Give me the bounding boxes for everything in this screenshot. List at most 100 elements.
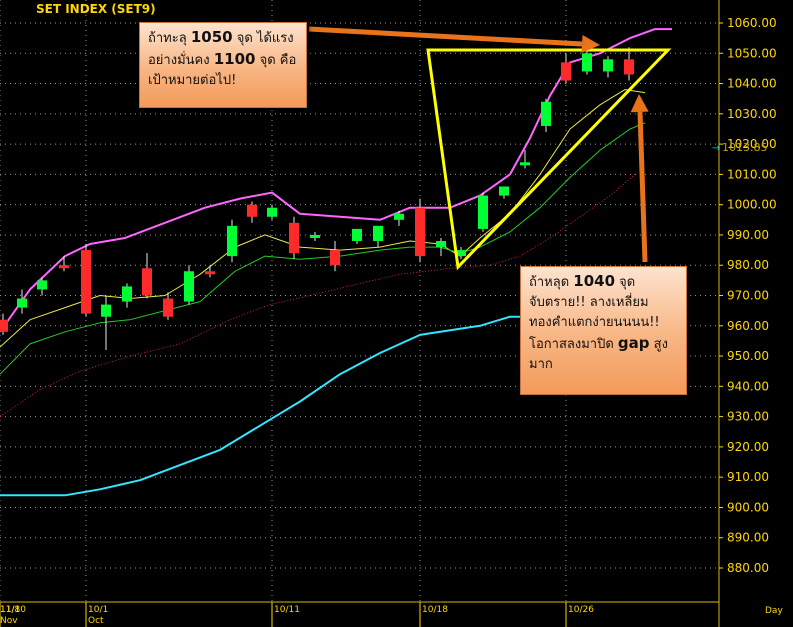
x-tick-label: 11/8 — [0, 605, 20, 615]
candle-down — [561, 62, 571, 81]
lower-annotation-callout: ถ้าหลุด 1040 จุด จับตราย!! ลางเหลี่ยม ทอ… — [520, 266, 687, 395]
lower-annotation-line-3: ทองคำแตกง่ายนนนน!! — [529, 315, 660, 330]
candle-down — [0, 319, 8, 332]
y-tick-label: 1020.00 — [727, 137, 777, 151]
candle-up — [541, 101, 551, 126]
candle-up — [456, 250, 466, 257]
upper-line-1-text: ถ้าทะลุ — [148, 31, 191, 46]
y-tick-label: 1050.00 — [727, 46, 777, 60]
arrow-to-resistance — [308, 26, 583, 47]
candle-up — [37, 280, 47, 290]
candle-up — [227, 225, 237, 257]
candle-up — [184, 271, 194, 302]
x-tick-label: 10/11 — [274, 605, 300, 615]
candle-up — [310, 234, 320, 238]
x-tick-label: 10/18 — [422, 605, 448, 615]
upper-line-1-suffix: จุด ได้แรง — [232, 31, 294, 46]
x-tick-label: 10/1 — [88, 605, 108, 615]
candle-down — [330, 250, 340, 266]
last-value-marker-icon: → — [712, 143, 720, 154]
lower-line-1-text: ถ้าหลุด — [529, 275, 574, 290]
lower-annotation-line-2: จับตราย!! ลางเหลี่ยม — [529, 295, 649, 310]
y-tick-label: 990.00 — [727, 228, 769, 242]
day-label: Day — [765, 606, 783, 616]
candle-down — [247, 204, 257, 217]
y-tick-label: 1010.00 — [727, 167, 777, 181]
y-tick-label: 900.00 — [727, 500, 769, 514]
candle-down — [624, 59, 634, 75]
candle-up — [122, 286, 132, 302]
upper-annotation-line-2: อย่างมั่นคง 1100 จุด คือ — [148, 49, 298, 71]
candle-down — [81, 250, 91, 314]
upper-line-2-suffix: จุด คือ — [255, 53, 297, 68]
upper-line-2-text: อย่างมั่นคง — [148, 53, 214, 68]
candle-up — [373, 225, 383, 241]
upper-annotation-callout: ถ้าทะลุ 1050 จุด ได้แรง อย่างมั่นคง 1100… — [139, 22, 307, 108]
x-tick-label: 11/1 — [0, 605, 20, 615]
candle-down — [142, 268, 152, 296]
lower-line-1-number: 1040 — [573, 272, 616, 290]
indicator-lines — [0, 28, 672, 497]
arrow-to-resistance-head-icon — [581, 35, 600, 53]
annotation-shapes — [308, 26, 672, 271]
lower-annotation-line-4: โอกาสลงมาปิด gap สูง — [529, 333, 678, 355]
y-tick-label: 960.00 — [727, 319, 769, 333]
candle-down — [289, 222, 299, 254]
candle-up — [394, 213, 404, 220]
lower-line-1-suffix: จุด — [615, 275, 636, 290]
candle-up — [101, 304, 111, 317]
x-tick-month: Nov — [0, 616, 18, 626]
lower-line-4-text: โอกาสลงมาปิด — [529, 337, 618, 352]
upper-annotation-line-1: ถ้าทะลุ 1050 จุด ได้แรง — [148, 27, 298, 49]
y-tick-label: 920.00 — [727, 440, 769, 454]
candle-up — [352, 228, 362, 241]
y-tick-label: 930.00 — [727, 410, 769, 424]
y-tick-label: 980.00 — [727, 258, 769, 272]
y-tick-label: 1000.00 — [727, 198, 777, 212]
indicator-line-green — [0, 122, 646, 375]
y-axis: 880.00 890.00 900.00 910.00 920.00 930.00 940.… — [719, 16, 777, 575]
candle-up — [478, 195, 488, 229]
indicator-line-upper — [0, 28, 672, 333]
candle-down — [205, 271, 215, 275]
candle-up — [17, 298, 27, 308]
arrow-to-support-head-icon — [630, 94, 649, 113]
arrow-to-support — [637, 111, 648, 263]
candle-up — [267, 207, 277, 217]
upper-line-1-number: 1050 — [190, 28, 233, 46]
candles — [0, 47, 634, 350]
upper-line-2-number: 1100 — [213, 50, 256, 68]
candle-up — [436, 241, 446, 248]
y-tick-label: 880.00 — [727, 561, 769, 575]
y-tick-label: 890.00 — [727, 531, 769, 545]
y-tick-label: 950.00 — [727, 349, 769, 363]
x-tick-month: Oct — [88, 616, 104, 626]
lower-annotation-line-1: ถ้าหลุด 1040 จุด — [529, 271, 678, 293]
y-tick-label: 1060.00 — [727, 16, 777, 30]
triangle-pattern — [426, 48, 672, 271]
candle-down — [163, 298, 173, 317]
candle-up — [582, 53, 592, 72]
y-tick-label: 1030.00 — [727, 107, 777, 121]
lower-annotation-line-5: มาก — [529, 357, 553, 372]
candle-down — [415, 207, 425, 257]
y-tick-label: 970.00 — [727, 289, 769, 303]
candle-down — [59, 265, 69, 269]
lower-line-4-keyword: gap — [617, 334, 650, 352]
x-tick-label: 11/10 — [0, 605, 26, 615]
candle-up — [603, 59, 613, 72]
upper-annotation-line-3: เป้าหมายต่อไป! — [148, 73, 237, 88]
indicator-line-yellow — [0, 89, 646, 348]
y-tick-label: 1040.00 — [727, 77, 777, 91]
y-tick-label: 910.00 — [727, 470, 769, 484]
chart-title: SET INDEX (SET9) — [36, 2, 156, 16]
x-tick-label: 10/26 — [568, 605, 594, 615]
last-value-label: 1013.85 — [722, 141, 768, 154]
candle-up — [499, 186, 509, 196]
indicator-line-cyan — [0, 315, 520, 497]
y-tick-label: 940.00 — [727, 379, 769, 393]
lower-line-4-suffix: สูง — [649, 337, 668, 352]
candle-up — [520, 162, 530, 166]
